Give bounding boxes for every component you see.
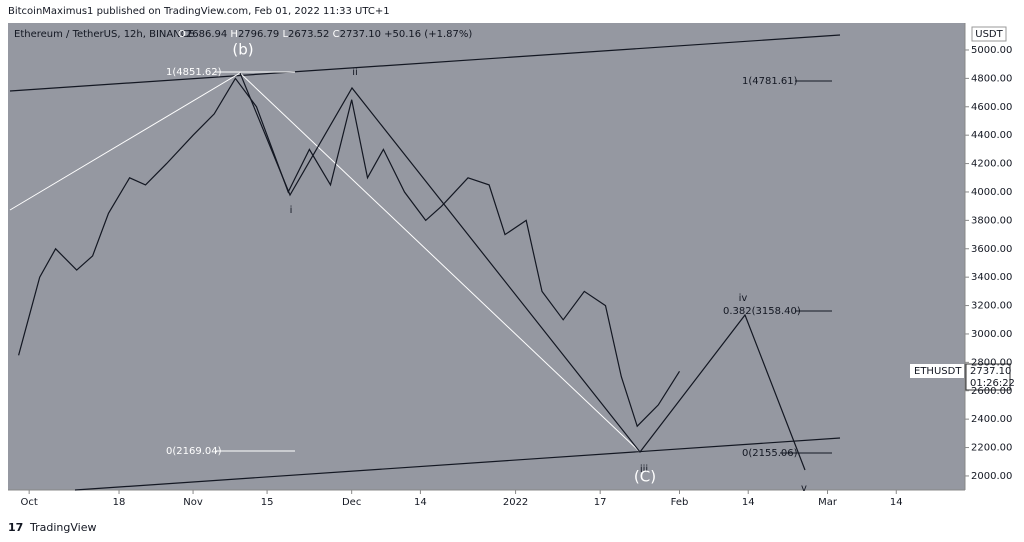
x-tick-label: 14 xyxy=(742,497,755,508)
y-tick-label: 4800.00 xyxy=(971,73,1012,84)
y-tick-label: 3600.00 xyxy=(971,244,1012,255)
x-tick-label: 14 xyxy=(414,497,427,508)
drawings xyxy=(9,34,841,491)
y-tick-label: 2600.00 xyxy=(971,386,1012,397)
y-tick-label: 4200.00 xyxy=(971,159,1012,170)
wave-label: v xyxy=(801,483,807,494)
y-tick-label: 3200.00 xyxy=(971,301,1012,312)
x-tick-label: Mar xyxy=(818,497,838,508)
tag-price: 2737.10 xyxy=(970,366,1011,377)
currency: USDT xyxy=(975,29,1003,40)
x-tick-label: 17 xyxy=(594,497,607,508)
open-value: 2686.94 xyxy=(186,29,227,40)
high-value: 2796.79 xyxy=(238,29,279,40)
y-tick-label: 2200.00 xyxy=(971,443,1012,454)
wave-label: ii xyxy=(352,67,358,78)
x-tick-label: Oct xyxy=(21,497,38,508)
y-tick-label: 4000.00 xyxy=(971,187,1012,198)
y-tick-label: 2400.00 xyxy=(971,414,1012,425)
tag-symbol: ETHUSDT xyxy=(914,366,962,377)
currency-box xyxy=(971,26,1007,42)
channel-top xyxy=(9,34,841,92)
fib-label: 1(4851.62) xyxy=(166,67,222,78)
x-tick-label: Nov xyxy=(183,497,203,508)
price-line xyxy=(18,77,681,428)
tag-countdown: 01:26:22 xyxy=(970,378,1015,389)
fib-label: 0(2155.06) xyxy=(742,448,798,459)
x-tick-label: Feb xyxy=(671,497,689,508)
y-tick-label: 4600.00 xyxy=(971,102,1012,113)
symbol-tag xyxy=(910,364,964,378)
fib-label: 0.382(3158.40) xyxy=(723,306,801,317)
y-tick-label: 3000.00 xyxy=(971,329,1012,340)
wave-label: i xyxy=(290,205,293,216)
close-value: 2737.10 xyxy=(340,29,381,40)
price-tag xyxy=(965,363,1011,391)
fib-label: 1(4781.61) xyxy=(742,76,798,87)
y-tick-label: 3800.00 xyxy=(971,215,1012,226)
logo: 17 xyxy=(8,521,23,534)
y-tick-label: 3400.00 xyxy=(971,272,1012,283)
y-tick-label: 2000.00 xyxy=(971,471,1012,482)
y-tick-label: 2800.00 xyxy=(971,357,1012,368)
x-tick-label: 2022 xyxy=(503,497,528,508)
wave-label: iii xyxy=(640,464,648,475)
footer: TradingView xyxy=(29,521,96,534)
y-tick-label: 4400.00 xyxy=(971,130,1012,141)
channel-bottom xyxy=(74,437,841,491)
wave-label: iv xyxy=(739,293,748,304)
x-tick-label: 14 xyxy=(890,497,903,508)
low-value: 2673.52 xyxy=(288,29,329,40)
wave-label: (b) xyxy=(232,41,253,59)
change: +50.16 (+1.87%) xyxy=(384,29,472,40)
fib-label: 0(2169.04) xyxy=(166,446,222,457)
x-tick-label: 15 xyxy=(261,497,274,508)
symbol: Ethereum / TetherUS, 12h, BINANCE xyxy=(14,29,194,40)
plot-area xyxy=(8,23,965,490)
y-tick-label: 5000.00 xyxy=(971,45,1012,56)
x-tick-label: Dec xyxy=(342,497,361,508)
x-tick-label: 18 xyxy=(113,497,126,508)
open: O2686.94 H2796.79 L2673.52 C2737.10 +50.… xyxy=(178,29,472,40)
wave-label: (C) xyxy=(634,468,656,486)
publisher: BitcoinMaximus1 published on TradingView… xyxy=(8,6,390,17)
